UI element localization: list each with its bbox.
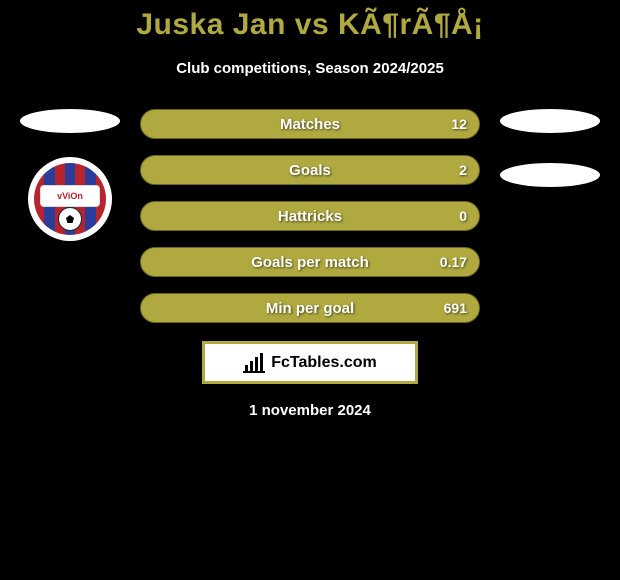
player-avatar-right-1 (500, 109, 600, 133)
stat-bar-gpm: Goals per match 0.17 (140, 247, 480, 277)
stat-bar-mpg: Min per goal 691 (140, 293, 480, 323)
right-side (500, 109, 600, 187)
main-row: vViOn Matches 12 Goals 2 Hattricks 0 Goa… (0, 109, 620, 323)
player-avatar-right-2 (500, 163, 600, 187)
stat-label: Hattricks (278, 208, 342, 225)
root-container: Juska Jan vs KÃ¶rÃ¶Å¡ Club competitions,… (0, 0, 620, 419)
stat-value: 0 (459, 208, 467, 224)
stat-label: Goals per match (251, 254, 369, 271)
site-attribution[interactable]: FcTables.com (202, 341, 418, 384)
date-text: 1 november 2024 (249, 402, 371, 419)
stat-value: 0.17 (440, 254, 467, 270)
soccer-ball-icon (58, 207, 82, 231)
stat-label: Matches (280, 116, 340, 133)
stat-value: 691 (444, 300, 467, 316)
player-avatar-left (20, 109, 120, 133)
badge-label: vViOn (40, 185, 100, 207)
stat-bar-hattricks: Hattricks 0 (140, 201, 480, 231)
stats-column: Matches 12 Goals 2 Hattricks 0 Goals per… (140, 109, 480, 323)
stat-value: 12 (451, 116, 467, 132)
stat-label: Min per goal (266, 300, 354, 317)
stat-label: Goals (289, 162, 331, 179)
club-badge-left: vViOn (28, 157, 112, 241)
stat-bar-goals: Goals 2 (140, 155, 480, 185)
page-subtitle: Club competitions, Season 2024/2025 (176, 60, 444, 77)
stat-value: 2 (459, 162, 467, 178)
left-side: vViOn (20, 109, 120, 241)
stat-bar-matches: Matches 12 (140, 109, 480, 139)
site-label: FcTables.com (271, 354, 377, 372)
bar-chart-icon (243, 353, 265, 373)
page-title: Juska Jan vs KÃ¶rÃ¶Å¡ (136, 8, 483, 42)
